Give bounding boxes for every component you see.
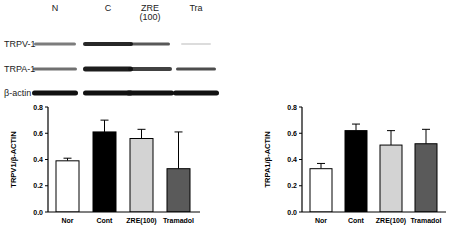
- y-tick-label: 0.4: [33, 156, 43, 163]
- error-bar: [141, 129, 142, 138]
- error-cap: [101, 120, 109, 121]
- error-bar: [104, 120, 105, 132]
- error-cap: [317, 163, 325, 164]
- x-tick-label: Tramadol: [410, 217, 441, 224]
- error-bar: [178, 132, 179, 169]
- chart: 0.0 0.2 0.4 0.6 0.8 TRPV1/β-ACTIN Nor Cont ZRE(1…: [9, 104, 200, 226]
- x-axis: [48, 211, 200, 212]
- blot-band: [130, 43, 170, 46]
- marks: [56, 120, 190, 212]
- y-tick-label: 0.6: [287, 130, 297, 137]
- blot-band: [83, 67, 133, 72]
- blot-band: [32, 91, 78, 96]
- blot-band: [33, 68, 77, 71]
- y-tick-label: 0.4: [287, 156, 297, 163]
- y-tick-label: 0.2: [287, 182, 297, 189]
- blot-band: [181, 43, 211, 45]
- bar: [167, 169, 190, 212]
- y-axis: [301, 107, 302, 212]
- error-bar: [426, 129, 427, 143]
- chart: 0.0 0.2 0.4 0.6 0.8 TRPA1/β-ACTIN Nor Cont ZRE(1…: [263, 104, 446, 226]
- y-tick-label: 0.6: [33, 130, 43, 137]
- y-tick-label: 0.2: [33, 182, 43, 189]
- y-axis-title: TRPV1/β-ACTIN: [9, 131, 18, 187]
- marks: [310, 124, 437, 212]
- x-tick-label: Cont: [97, 217, 114, 224]
- x-axis: [302, 211, 446, 212]
- lane-label: N: [38, 4, 72, 13]
- blot-band: [83, 91, 133, 96]
- error-bar: [321, 163, 322, 168]
- error-cap: [352, 124, 360, 125]
- blot-band: [34, 43, 76, 46]
- error-cap: [138, 129, 146, 130]
- error-cap: [64, 158, 72, 159]
- row-label: TRPV-1: [4, 39, 36, 49]
- blot-band: [83, 42, 133, 46]
- y-tick-label: 0.8: [287, 104, 297, 111]
- blot-band: [126, 91, 174, 96]
- lane-label: Tra: [179, 4, 213, 13]
- bar: [93, 132, 116, 212]
- error-cap: [387, 130, 395, 131]
- blot-band: [173, 91, 219, 96]
- bar: [415, 144, 437, 212]
- blot-band: [176, 68, 216, 71]
- y-axis-title: TRPA1/β-ACTIN: [263, 131, 272, 187]
- y-tick-label: 0.8: [33, 104, 43, 111]
- lane-label: C: [91, 4, 125, 13]
- error-cap: [422, 129, 430, 130]
- y-tick-label: 0.0: [287, 209, 297, 216]
- x-tick-label: ZRE(100): [126, 217, 156, 225]
- x-tick-label: Cont: [348, 217, 365, 224]
- error-cap: [175, 131, 183, 132]
- bar: [345, 131, 367, 212]
- bar: [56, 161, 79, 212]
- canvas: TRPV-1 TRPA-1 β-actin 0.0 0.2 0.4 0.6 0.8 TRPV1/…: [0, 0, 462, 252]
- bar: [130, 139, 153, 213]
- bar: [310, 169, 332, 212]
- y-axis: [47, 107, 48, 212]
- x-tick-label: Tramadol: [163, 217, 194, 224]
- lane-label: ZRE (100): [133, 4, 167, 22]
- x-tick-label: Nor: [61, 217, 73, 224]
- figure: TRPV-1 TRPA-1 β-actin 0.0 0.2 0.4 0.6 0.8 TRPV1/…: [0, 0, 462, 252]
- x-tick-label: ZRE(100): [376, 217, 406, 225]
- error-bar: [391, 131, 392, 145]
- y-tick-label: 0.0: [33, 209, 43, 216]
- blot-band: [128, 67, 172, 71]
- bar: [380, 145, 402, 212]
- error-bar: [356, 124, 357, 131]
- row-label: β-actin: [4, 88, 31, 98]
- row-label: TRPA-1: [4, 64, 35, 74]
- x-tick-label: Nor: [315, 217, 327, 224]
